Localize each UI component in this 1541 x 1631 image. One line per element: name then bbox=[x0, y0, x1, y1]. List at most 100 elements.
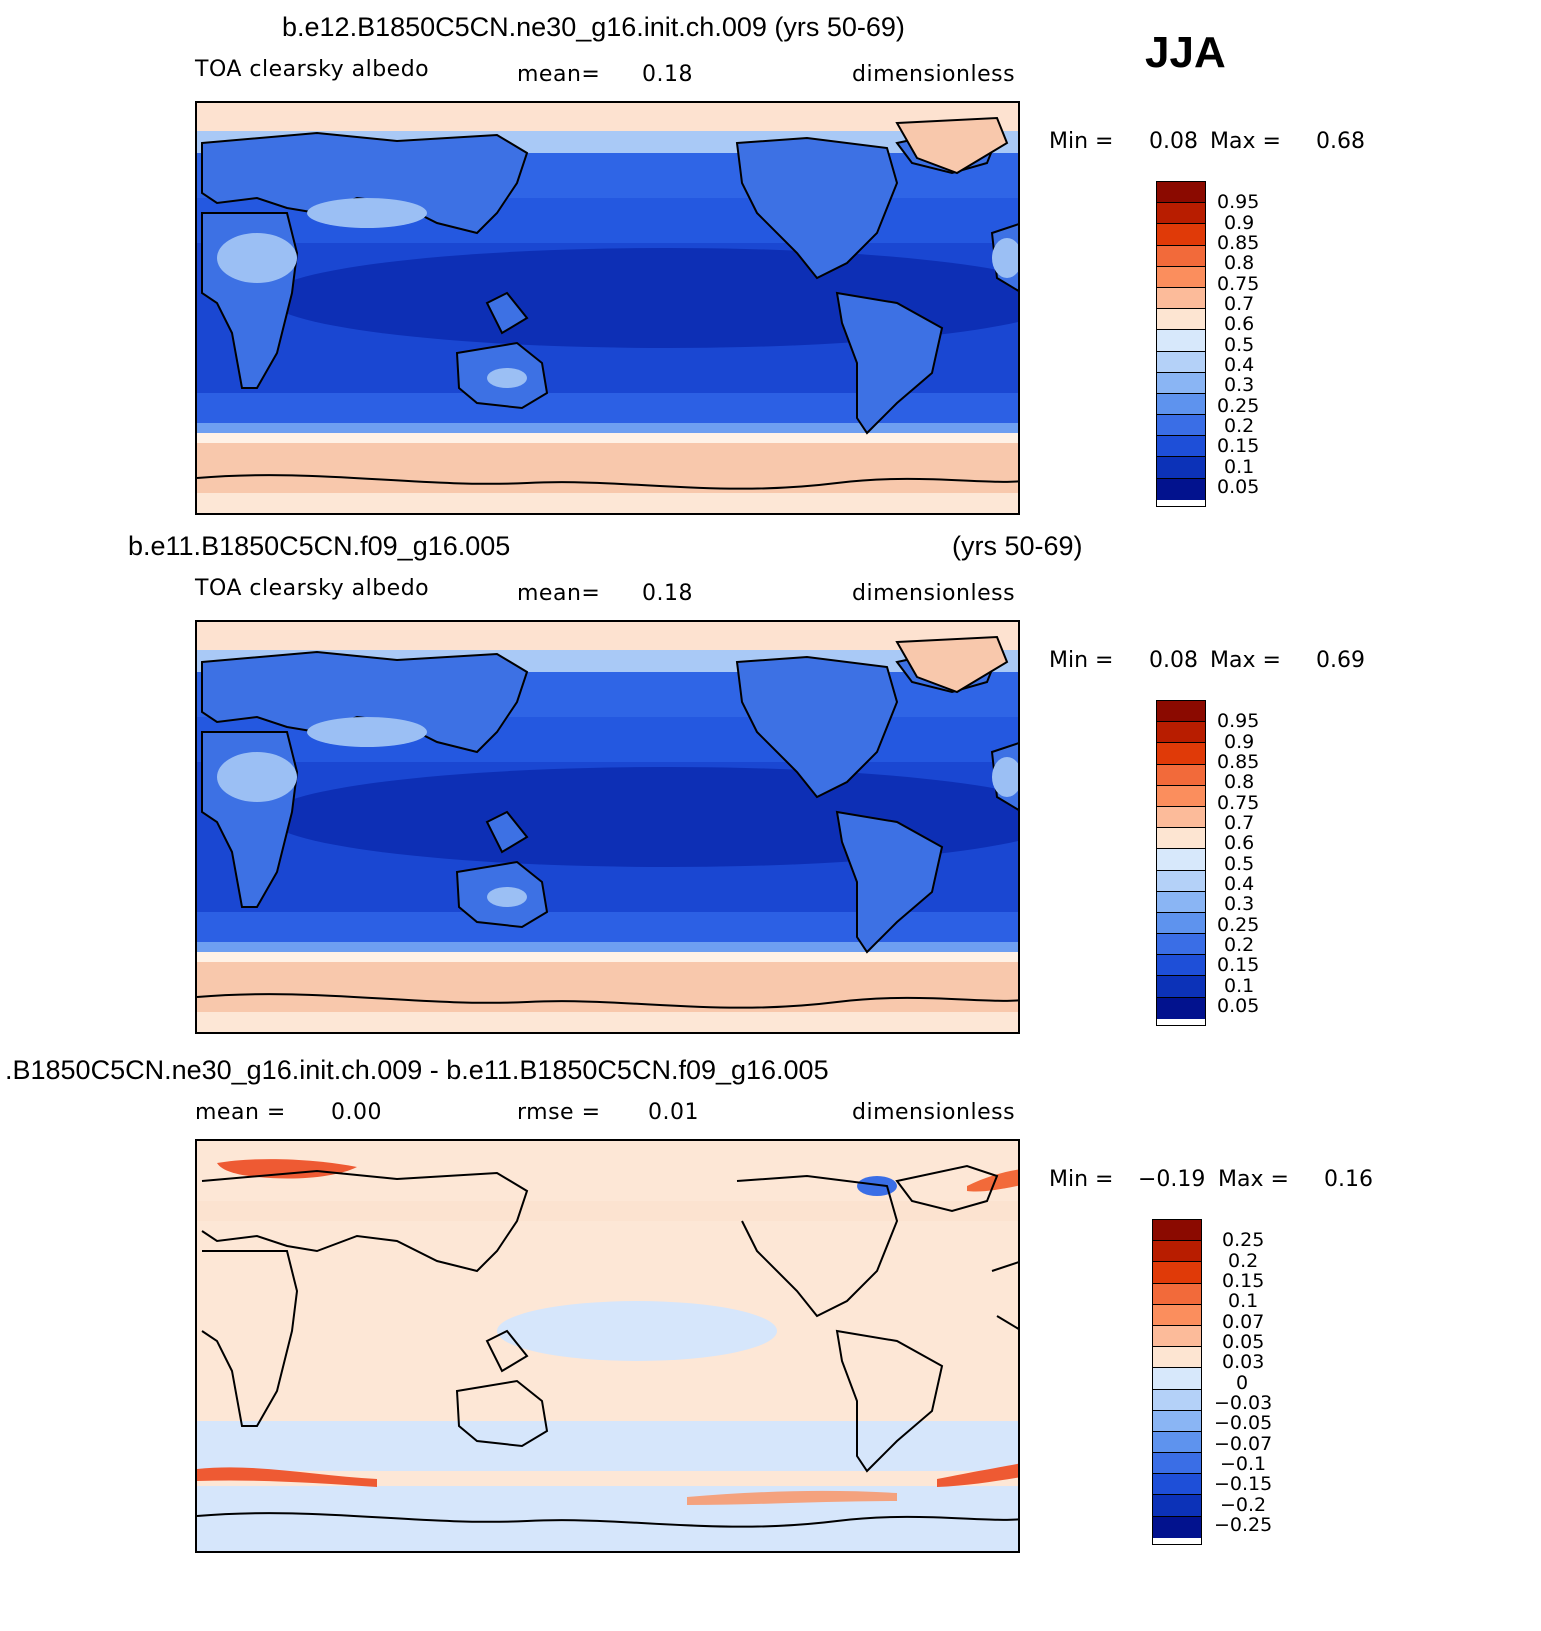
colorbar-swatch bbox=[1157, 764, 1205, 786]
colorbar-tick-label: 0.5 bbox=[1224, 853, 1255, 875]
colorbar-swatch bbox=[1153, 1262, 1201, 1284]
colorbar-swatch bbox=[1157, 806, 1205, 829]
colorbar-tick-label: 0.8 bbox=[1224, 252, 1255, 274]
panel-3-rmse-label: rmse = bbox=[517, 1100, 601, 1125]
colorbar-tick-label: 0.6 bbox=[1224, 832, 1255, 854]
colorbar-swatch bbox=[1157, 976, 1205, 998]
panel-2-variable: TOA clearsky albedo bbox=[195, 576, 430, 601]
panel-2-max-label: Max = bbox=[1210, 648, 1281, 673]
colorbar-tick-label: 0.25 bbox=[1217, 914, 1260, 936]
panel-3-colorbar bbox=[1152, 1219, 1202, 1545]
panel-2-mean-label: mean= bbox=[517, 581, 601, 606]
colorbar-tick-label: 0.05 bbox=[1217, 995, 1260, 1017]
panel-2-mean-value: 0.18 bbox=[642, 581, 693, 606]
colorbar-tick-label: 0.85 bbox=[1217, 232, 1260, 254]
colorbar-swatch bbox=[1153, 1283, 1201, 1305]
colorbar-swatch bbox=[1157, 870, 1205, 892]
colorbar-tick-label: 0.15 bbox=[1217, 435, 1260, 457]
colorbar-tick-label: −0.15 bbox=[1214, 1473, 1273, 1495]
colorbar-swatch bbox=[1157, 224, 1205, 246]
colorbar-tick-label: 0.25 bbox=[1217, 395, 1260, 417]
panel-1-colorbar bbox=[1156, 181, 1206, 507]
colorbar-swatch bbox=[1153, 1495, 1201, 1517]
colorbar-swatch bbox=[1153, 1304, 1201, 1326]
panel-1-min-label: Min = bbox=[1049, 129, 1114, 154]
colorbar-tick-label: −0.1 bbox=[1220, 1453, 1267, 1475]
colorbar-swatch bbox=[1157, 743, 1205, 765]
panel-3-map bbox=[195, 1139, 1020, 1553]
colorbar-swatch bbox=[1153, 1220, 1201, 1242]
colorbar-tick-label: 0.7 bbox=[1224, 812, 1255, 834]
colorbar-tick-label: 0.2 bbox=[1224, 415, 1255, 437]
colorbar-swatch bbox=[1157, 891, 1205, 913]
colorbar-swatch bbox=[1157, 785, 1205, 807]
panel-2-min-label: Min = bbox=[1049, 648, 1114, 673]
colorbar-swatch bbox=[1153, 1453, 1201, 1475]
colorbar-swatch bbox=[1153, 1347, 1201, 1369]
colorbar-tick-label: −0.05 bbox=[1214, 1412, 1273, 1434]
colorbar-tick-label: 0.05 bbox=[1222, 1331, 1265, 1353]
colorbar-swatch bbox=[1153, 1241, 1201, 1263]
panel-2-colorbar bbox=[1156, 700, 1206, 1026]
colorbar-tick-label: 0.4 bbox=[1224, 354, 1255, 376]
colorbar-tick-label: 0.75 bbox=[1217, 792, 1260, 814]
panel-3-map-graphic bbox=[197, 1141, 1018, 1551]
colorbar-tick-label: −0.07 bbox=[1214, 1433, 1273, 1455]
colorbar-tick-label: 0.1 bbox=[1224, 975, 1255, 997]
colorbar-tick-label: 0.1 bbox=[1224, 456, 1255, 478]
colorbar-tick-label: 0.7 bbox=[1224, 293, 1255, 315]
colorbar-swatch bbox=[1157, 330, 1205, 352]
panel-3-units: dimensionless bbox=[852, 1100, 1016, 1125]
panel-2-map bbox=[195, 620, 1020, 1034]
colorbar-swatch bbox=[1157, 997, 1205, 1019]
colorbar-tick-label: 0.3 bbox=[1224, 374, 1255, 396]
colorbar-tick-label: −0.25 bbox=[1214, 1514, 1273, 1536]
panel-3-max-label: Max = bbox=[1218, 1167, 1289, 1192]
colorbar-tick-label: 0.8 bbox=[1224, 771, 1255, 793]
colorbar-swatch bbox=[1157, 372, 1205, 394]
colorbar-tick-label: 0.75 bbox=[1217, 273, 1260, 295]
panel-1-map bbox=[195, 101, 1020, 515]
panel-3-title: .B1850C5CN.ne30_g16.init.ch.009 - b.e11.… bbox=[5, 1055, 829, 1085]
colorbar-tick-label: 0.25 bbox=[1222, 1229, 1265, 1251]
season-label: JJA bbox=[1145, 28, 1226, 77]
colorbar-swatch bbox=[1153, 1516, 1201, 1538]
colorbar-swatch bbox=[1157, 457, 1205, 479]
colorbar-tick-label: −0.03 bbox=[1214, 1392, 1273, 1414]
colorbar-swatch bbox=[1153, 1368, 1201, 1390]
panel-1-max-value: 0.68 bbox=[1316, 129, 1365, 154]
colorbar-tick-label: 0.15 bbox=[1222, 1270, 1265, 1292]
panel-2-min-value: 0.08 bbox=[1149, 648, 1198, 673]
colorbar-swatch bbox=[1157, 351, 1205, 373]
colorbar-swatch bbox=[1157, 828, 1205, 850]
colorbar-swatch bbox=[1157, 309, 1205, 331]
colorbar-tick-label: 0.5 bbox=[1224, 334, 1255, 356]
colorbar-swatch bbox=[1157, 393, 1205, 416]
colorbar-tick-label: 0.07 bbox=[1222, 1311, 1265, 1333]
colorbar-tick-label: 0.95 bbox=[1217, 191, 1260, 213]
colorbar-tick-label: 0 bbox=[1236, 1372, 1249, 1394]
colorbar-swatch bbox=[1157, 182, 1205, 204]
colorbar-swatch bbox=[1157, 955, 1205, 977]
panel-1-mean-label: mean= bbox=[517, 62, 601, 87]
colorbar-swatch bbox=[1153, 1325, 1201, 1348]
colorbar-swatch bbox=[1157, 266, 1205, 288]
panel-1-mean-value: 0.18 bbox=[642, 62, 693, 87]
colorbar-swatch bbox=[1153, 1431, 1201, 1454]
panel-2-units: dimensionless bbox=[852, 581, 1016, 606]
colorbar-tick-label: 0.3 bbox=[1224, 893, 1255, 915]
colorbar-swatch bbox=[1157, 849, 1205, 871]
colorbar-tick-label: 0.03 bbox=[1222, 1351, 1265, 1373]
colorbar-tick-label: 0.6 bbox=[1224, 313, 1255, 335]
panel-2-title: b.e11.B1850C5CN.f09_g16.005 bbox=[128, 531, 511, 561]
colorbar-tick-label: 0.4 bbox=[1224, 873, 1255, 895]
panel-3-min-label: Min = bbox=[1049, 1167, 1114, 1192]
panel-3-mean-value: 0.00 bbox=[331, 1100, 382, 1125]
colorbar-swatch bbox=[1157, 203, 1205, 225]
colorbar-swatch bbox=[1157, 701, 1205, 723]
colorbar-tick-label: 0.05 bbox=[1217, 476, 1260, 498]
colorbar-swatch bbox=[1157, 245, 1205, 267]
panel-1-units: dimensionless bbox=[852, 62, 1016, 87]
colorbar-swatch bbox=[1157, 934, 1205, 956]
colorbar-swatch bbox=[1153, 1389, 1201, 1411]
